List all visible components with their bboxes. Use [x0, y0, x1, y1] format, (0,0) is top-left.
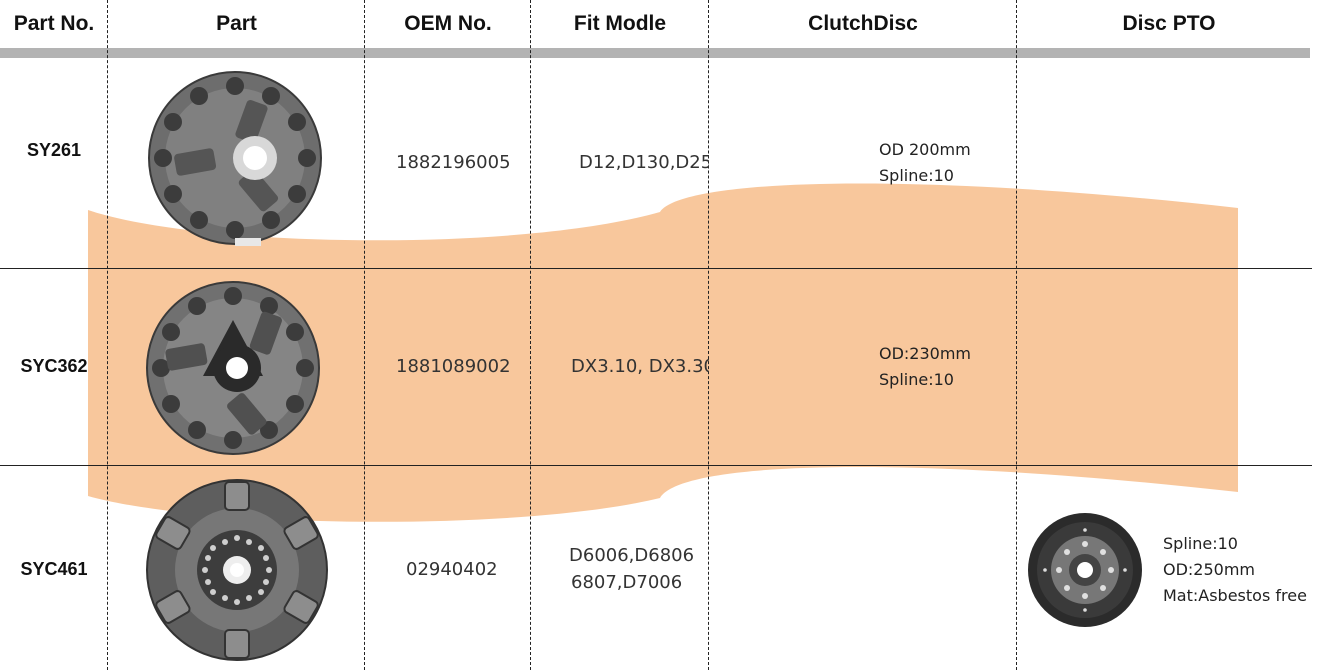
fit-model-cell-line-2: 6807,D7006	[571, 572, 683, 593]
header-clutch-disc: ClutchDisc	[808, 12, 918, 35]
header-part: Part	[216, 12, 257, 35]
column-divider	[364, 0, 365, 670]
column-divider	[107, 0, 108, 670]
header-oem-no: OEM No.	[404, 12, 492, 35]
disc-pto-spec-od: OD:250mm	[1163, 560, 1256, 579]
header-disc-pto: Disc PTO	[1122, 12, 1216, 35]
column-divider	[708, 0, 709, 670]
fit-model-cell: DX3.10, DX3.30	[571, 356, 709, 377]
column-divider	[1016, 0, 1017, 670]
disc-pto-spec-spline: Spline:10	[1163, 534, 1238, 553]
column-divider	[530, 0, 531, 670]
part-no-cell: SY261	[26, 140, 82, 160]
fit-model-cell-line-1: D6006,D6806	[569, 545, 695, 566]
clutch-disc-spec-od: OD 200mm	[879, 140, 971, 159]
oem-no-cell: 1882196005	[396, 152, 511, 173]
clutch-pressure-plate-icon	[145, 478, 329, 662]
clutch-pressure-plate-icon	[147, 70, 323, 246]
header-fit-model: Fit Modle	[573, 12, 667, 35]
clutch-disc-spec-spline: Spline:10	[879, 370, 954, 389]
clutch-disc-spec-od: OD:230mm	[879, 344, 972, 363]
header-bar	[0, 48, 1310, 58]
clutch-pressure-plate-icon	[145, 280, 321, 456]
disc-pto-spec-material: Mat:Asbestos free	[1163, 586, 1307, 605]
fit-model-cell: D12,D130,D25	[579, 152, 709, 173]
clutch-disc-spec-spline: Spline:10	[879, 166, 954, 185]
header-part-no: Part No.	[13, 12, 95, 35]
row-divider	[0, 268, 1312, 269]
oem-no-cell: 02940402	[406, 559, 498, 580]
oem-no-cell: 1881089002	[396, 356, 511, 377]
clutch-disc-icon	[1027, 512, 1143, 628]
part-no-cell: SYC461	[20, 559, 88, 579]
part-no-cell: SYC362	[20, 356, 88, 376]
row-divider	[0, 465, 1312, 466]
